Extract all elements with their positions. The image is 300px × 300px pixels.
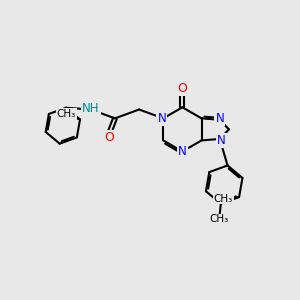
Text: O: O: [178, 82, 187, 95]
Text: N: N: [217, 134, 226, 147]
Text: NH: NH: [82, 101, 100, 115]
Text: CH₃: CH₃: [210, 214, 229, 224]
Text: CH₃: CH₃: [214, 194, 233, 204]
Text: CH₃: CH₃: [56, 109, 76, 119]
Text: N: N: [158, 112, 166, 125]
Text: N: N: [178, 145, 187, 158]
Text: N: N: [215, 112, 224, 125]
Text: O: O: [104, 131, 114, 144]
